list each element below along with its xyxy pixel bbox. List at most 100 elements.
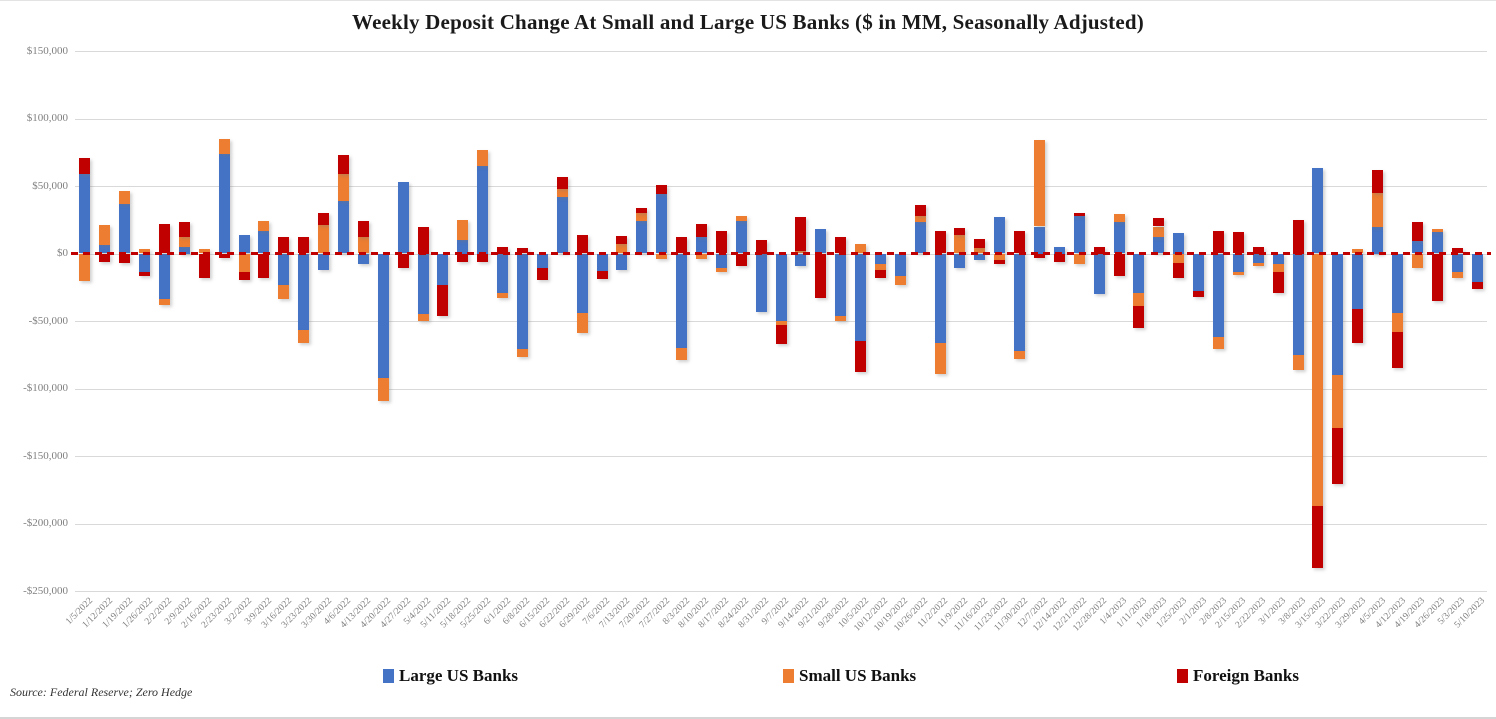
bar-segment-small-us-banks-3-15-2023 <box>1312 253 1324 506</box>
bar-segment-foreign-banks-4-12-2023 <box>1392 331 1403 369</box>
bar-segment-large-us-banks-4-27-2022 <box>397 181 409 254</box>
bar-segment-small-us-banks-2-22-2023 <box>1252 262 1264 266</box>
bar-segment-foreign-banks-12-14-2022 <box>1053 253 1065 262</box>
bar-segment-large-us-banks-6-22-2022 <box>556 196 568 254</box>
bar-segment-large-us-banks-8-3-2022 <box>676 253 688 348</box>
bar-segment-small-us-banks-10-19-2022 <box>894 276 906 285</box>
bar-segment-foreign-banks-5-3-2023 <box>1451 248 1463 254</box>
gridline <box>75 523 1487 525</box>
bar-segment-large-us-banks-5-3-2023 <box>1451 253 1463 273</box>
bar-segment-small-us-banks-4-26-2023 <box>1431 229 1443 232</box>
bar-segment-large-us-banks-4-5-2023 <box>1372 226 1384 254</box>
bar-segment-small-us-banks-2-16-2022 <box>198 249 210 254</box>
bar-segment-foreign-banks-10-12-2022 <box>874 269 886 278</box>
bar-segment-large-us-banks-1-4-2023 <box>1113 222 1125 254</box>
bar-segment-large-us-banks-1-18-2023 <box>1153 237 1165 254</box>
bar-segment-foreign-banks-4-19-2023 <box>1411 222 1423 242</box>
bar-segment-small-us-banks-3-23-2022 <box>298 330 310 343</box>
bar-segment-foreign-banks-11-2-2022 <box>934 230 946 254</box>
source-note: Source: Federal Reserve; Zero Hedge <box>10 685 193 699</box>
bar-segment-foreign-banks-1-25-2023 <box>1173 262 1185 278</box>
bar-segment-large-us-banks-12-7-2022 <box>1034 226 1046 254</box>
bar-segment-foreign-banks-11-9-2022 <box>954 227 966 235</box>
bar-segment-small-us-banks-11-23-2022 <box>994 253 1006 261</box>
bar-segment-foreign-banks-7-13-2022 <box>616 235 628 245</box>
bar-segment-foreign-banks-7-6-2022 <box>596 271 608 280</box>
bar-segment-small-us-banks-2-8-2023 <box>1213 337 1225 350</box>
bar-segment-small-us-banks-3-8-2023 <box>1292 354 1304 370</box>
bar-segment-foreign-banks-10-5-2022 <box>855 341 867 373</box>
bar-segment-foreign-banks-1-19-2022 <box>119 253 131 263</box>
bar-segment-small-us-banks-7-20-2022 <box>636 213 648 222</box>
legend-swatch-large-us-banks <box>383 669 394 683</box>
bar-segment-large-us-banks-3-22-2023 <box>1332 253 1344 375</box>
bar-segment-small-us-banks-4-19-2023 <box>1411 253 1423 269</box>
bar-segment-foreign-banks-1-5-2022 <box>79 157 91 174</box>
bar-segment-foreign-banks-2-15-2023 <box>1232 231 1244 254</box>
bar-segment-small-us-banks-11-9-2022 <box>954 234 966 254</box>
gridline <box>75 186 1487 187</box>
bar-segment-foreign-banks-3-23-2022 <box>298 237 310 254</box>
bar-segment-large-us-banks-3-29-2023 <box>1352 253 1364 309</box>
y-tick-label: -$150,000 <box>23 449 68 462</box>
bar-segment-large-us-banks-1-19-2022 <box>119 203 131 254</box>
bar-segment-small-us-banks-4-5-2023 <box>1372 192 1384 227</box>
bar-segment-foreign-banks-8-3-2022 <box>676 237 688 254</box>
bar-segment-large-us-banks-9-28-2022 <box>835 253 847 316</box>
bar-segment-foreign-banks-4-6-2022 <box>337 154 349 174</box>
bar-segment-foreign-banks-5-10-2023 <box>1471 281 1483 289</box>
bar-segment-small-us-banks-1-5-2022 <box>79 253 91 281</box>
bar-segment-small-us-banks-3-22-2023 <box>1332 375 1344 428</box>
bar-segment-foreign-banks-12-7-2022 <box>1034 253 1046 258</box>
bar-segment-foreign-banks-9-21-2022 <box>815 253 827 299</box>
bar-segment-small-us-banks-11-30-2022 <box>1014 350 1026 359</box>
bar-segment-large-us-banks-12-14-2022 <box>1053 246 1065 254</box>
bar-segment-foreign-banks-3-15-2023 <box>1312 505 1324 569</box>
gridline <box>75 51 1487 52</box>
bar-segment-foreign-banks-5-25-2022 <box>477 253 489 262</box>
bar-segment-small-us-banks-1-19-2022 <box>119 191 131 204</box>
bar-segment-large-us-banks-3-1-2023 <box>1272 253 1284 265</box>
bar-segment-large-us-banks-2-2-2022 <box>158 253 170 300</box>
zero-reference-line <box>71 252 1491 255</box>
bar-segment-large-us-banks-7-6-2022 <box>596 253 608 272</box>
bar-segment-small-us-banks-1-11-2023 <box>1133 292 1145 307</box>
bar-segment-small-us-banks-6-29-2022 <box>576 312 588 334</box>
bar-segment-small-us-banks-1-25-2023 <box>1173 253 1185 263</box>
bar-segment-foreign-banks-8-10-2022 <box>695 223 707 238</box>
gridline <box>75 388 1487 390</box>
bar-segment-small-us-banks-10-26-2022 <box>914 215 926 223</box>
bar-segment-large-us-banks-5-25-2022 <box>477 165 489 254</box>
bar-segment-foreign-banks-3-30-2022 <box>318 213 330 226</box>
bar-segment-foreign-banks-4-27-2022 <box>397 253 409 269</box>
bar-segment-large-us-banks-11-2-2022 <box>934 253 946 343</box>
bar-segment-large-us-banks-4-6-2022 <box>337 200 349 254</box>
bar-segment-small-us-banks-1-4-2023 <box>1113 214 1125 223</box>
legend-swatch-small-us-banks <box>783 669 794 683</box>
bar-segment-small-us-banks-10-5-2022 <box>855 244 867 254</box>
bar-segment-small-us-banks-3-9-2022 <box>258 221 270 231</box>
bar-segment-small-us-banks-5-3-2023 <box>1451 272 1463 278</box>
bar-segment-large-us-banks-2-22-2023 <box>1252 253 1264 263</box>
bar-segment-large-us-banks-10-12-2022 <box>874 253 886 265</box>
bar-segment-foreign-banks-1-18-2023 <box>1153 218 1165 227</box>
bar-segment-large-us-banks-2-15-2023 <box>1232 253 1244 273</box>
bar-segment-large-us-banks-1-5-2022 <box>79 173 91 254</box>
bar-segment-small-us-banks-4-20-2022 <box>377 377 389 401</box>
bar-segment-small-us-banks-11-2-2022 <box>934 342 946 374</box>
bar-segment-large-us-banks-5-4-2022 <box>417 253 429 315</box>
bar-segment-small-us-banks-7-13-2022 <box>616 244 628 254</box>
bar-segment-foreign-banks-2-16-2022 <box>198 253 210 278</box>
bar-segment-foreign-banks-11-23-2022 <box>994 260 1006 265</box>
bar-segment-small-us-banks-8-10-2022 <box>695 253 707 259</box>
bar-segment-large-us-banks-9-21-2022 <box>815 229 827 254</box>
y-tick-label: $0 <box>57 247 68 259</box>
bar-segment-foreign-banks-1-12-2022 <box>99 253 111 262</box>
bar-segment-large-us-banks-9-14-2022 <box>795 253 807 266</box>
bar-segment-small-us-banks-6-22-2022 <box>556 188 568 197</box>
bar-segment-large-us-banks-4-26-2023 <box>1431 231 1443 254</box>
bar-segment-large-us-banks-10-26-2022 <box>914 222 926 254</box>
y-tick-label: -$100,000 <box>23 382 68 394</box>
bar-segment-large-us-banks-2-9-2022 <box>178 246 190 254</box>
gridline <box>75 591 1487 592</box>
